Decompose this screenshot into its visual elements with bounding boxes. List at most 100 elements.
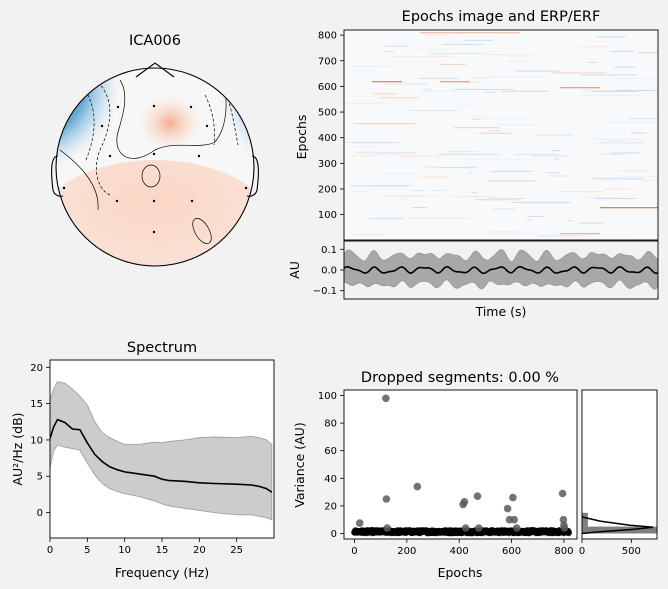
epoch-streak [581,89,646,91]
epoch-streak [606,121,658,123]
epoch-streak [408,217,470,219]
sensor-dot [190,199,194,203]
epochs-image-panel: Epochs image and ERP/ERF 100 200 300 400 500… [294,9,659,241]
epoch-streak [591,138,644,140]
topomap-panel: ICA006 [51,33,259,267]
sensor-dot [100,124,104,128]
scatter-point [509,493,517,502]
epoch-streak [549,175,570,177]
epoch-streak [488,76,507,77]
scatter-point [383,524,392,532]
spectrum-y-label: AU²/Hz (dB) [10,412,25,485]
epoch-streak [557,191,604,193]
scatter-point [461,524,470,532]
epoch-streak [403,177,458,179]
epoch-streak [353,191,365,192]
epoch-streak [483,219,490,221]
epoch-streak [531,155,570,157]
topomap-nose [135,62,175,78]
epoch-streak [622,176,658,178]
sensor-dot [189,105,193,109]
epoch-streak [602,95,621,97]
epoch-streak [422,166,437,168]
epoch-streak [484,233,534,235]
epoch-streak [597,36,626,38]
scatter-y-tick: 60 [324,446,337,457]
scatter-x-tick: 400 [450,546,469,557]
epoch-streak [379,97,419,99]
topomap-contour [141,164,161,188]
epoch-streak [506,60,530,62]
histogram-background [582,390,657,539]
epoch-streak [345,142,401,143]
epoch-streak [453,127,500,129]
scatter-baseline-points [351,527,572,537]
topomap-contour [84,89,95,161]
epoch-streak [489,198,518,200]
epoch-streak [638,161,658,163]
epoch-streak [371,93,397,95]
spectrum-panel: Spectrum 0 5 10 15 20 25 0 5 10 15 20 Frequency (H… [10,340,275,580]
scatter-point [413,482,422,491]
epoch-streak [400,198,409,200]
epoch-streak [364,88,377,90]
scatter-y-label: Variance (AU) [292,422,307,507]
epoch-streak [456,104,476,106]
epoch-streak [487,198,525,199]
spectrum-title: Spectrum [127,340,197,356]
epoch-streak [356,151,417,153]
epochs-y-tick: 500 [318,108,337,119]
epoch-streak [627,117,658,119]
epochs-y-tick: 600 [318,82,337,93]
epoch-streak [353,123,415,125]
epoch-streak [551,150,562,151]
scatter-point [382,394,390,403]
epoch-streak [420,32,520,34]
epoch-streak [390,55,454,57]
topomap-contour [116,79,227,159]
scatter-x-label: Epochs [438,565,483,580]
epoch-streak [467,172,473,174]
epoch-streak [577,46,609,48]
topomap-title: ICA006 [129,33,181,49]
spectrum-y-tick: 15 [30,399,43,410]
scatter-x-tick: 0 [351,546,357,557]
epoch-streak [383,83,428,85]
erp-panel: 0.1 0.0 −0.1 AU Time (s) [287,240,659,319]
epoch-streak [383,172,422,174]
epochs-y-label: Epochs [294,115,309,160]
epoch-streak [560,87,600,89]
epoch-streak [422,90,430,92]
scatter-x-tick: 800 [554,546,573,557]
scatter-point [513,524,521,532]
erp-y-tick: −0.1 [313,286,337,297]
erp-y-label: AU [287,261,302,279]
epoch-streak [418,77,458,79]
epoch-streak [475,199,518,201]
sensor-dot [244,186,248,190]
epoch-streak [567,220,574,222]
epoch-streak [610,140,627,142]
epoch-streak [371,153,418,155]
epochs-image-streaks [345,32,658,237]
epoch-streak [346,102,387,104]
epoch-streak [399,155,442,157]
epoch-streak [514,153,559,155]
epoch-streak [372,81,402,83]
epochs-image-background [344,30,658,240]
epochs-y-tick: 300 [318,159,337,170]
epoch-streak [613,66,636,68]
topomap-right-ear [246,155,259,197]
epoch-streak [597,142,644,144]
epoch-streak [553,72,607,74]
epoch-streak [346,65,396,67]
epoch-streak [472,118,526,120]
epoch-streak [527,215,545,217]
epoch-streak [601,154,625,155]
epochs-y-tick: 100 [318,210,337,221]
scatter-point [460,498,469,506]
erp-mean-line [343,265,659,275]
topomap-left-ear [51,155,64,197]
epoch-streak [495,140,542,142]
epoch-streak [383,195,423,197]
